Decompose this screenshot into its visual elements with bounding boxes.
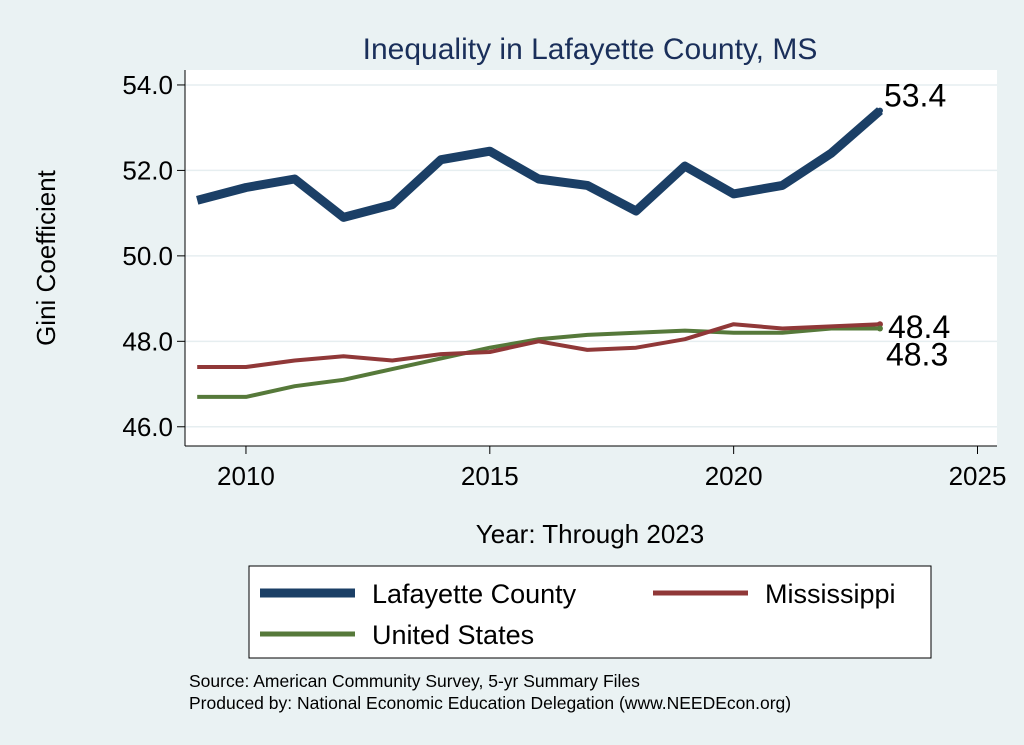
chart-title: Inequality in Lafayette County, MS [363,33,818,66]
producer-line: Produced by: National Economic Education… [189,693,791,713]
end-marker [876,325,883,332]
end-labels: 53.4 48.448.3 [876,78,950,373]
y-tick-label: 54.0 [122,70,173,100]
series-line-0 [196,107,883,222]
series-lines [196,107,883,399]
x-tick-label: 2020 [705,461,763,491]
x-tick-label: 2025 [949,461,1007,491]
y-tick-label: 46.0 [122,412,173,442]
series-line-1 [197,322,881,369]
x-axis-title: Year: Through 2023 [476,519,704,549]
y-tick-label: 50.0 [122,241,173,271]
y-axis-ticks: 46.0 48.0 50.0 52.0 54.0 [122,70,185,442]
plot-area [185,70,997,446]
x-tick-label: 2015 [461,461,519,491]
legend-label: United States [372,620,534,650]
end-value-label: 48.4 [888,309,950,345]
legend-label: Lafayette County [372,579,577,609]
y-tick-label: 52.0 [122,155,173,185]
x-tick-label: 2010 [217,461,275,491]
legend-label: Mississippi [765,579,896,609]
end-marker [876,321,883,328]
end-value-label: 53.4 [884,78,946,114]
end-marker [876,107,883,114]
end-value-label: 48.3 [886,337,948,373]
x-axis-ticks: 2010 2015 2020 2025 [217,446,1006,491]
source-line: Source: American Community Survey, 5-yr … [189,671,640,691]
legend: Lafayette County Mississippi United States [260,579,896,650]
y-tick-label: 48.0 [122,326,173,356]
series-line-2 [197,326,880,399]
y-axis-title: Gini Coefficient [31,169,61,346]
gridlines [185,84,997,428]
legend-box [248,565,932,659]
